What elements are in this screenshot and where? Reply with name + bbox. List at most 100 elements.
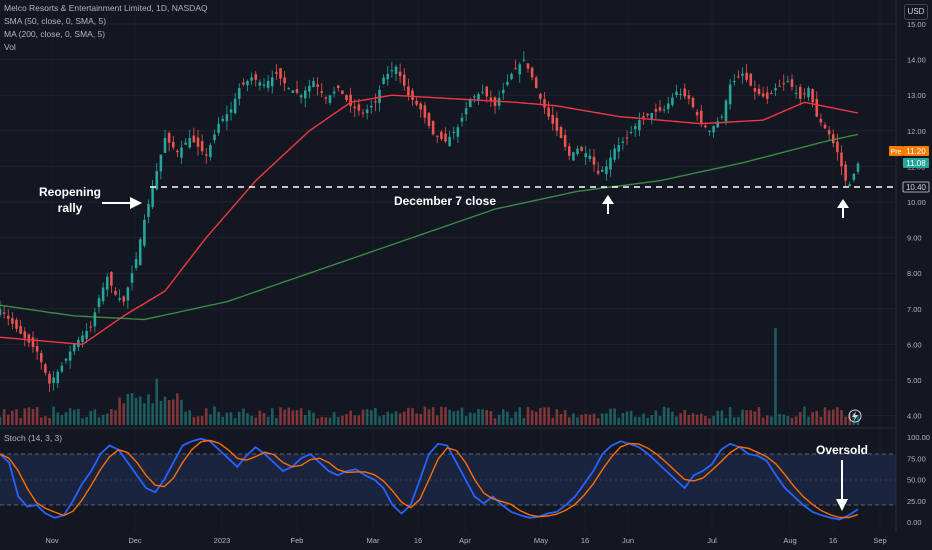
volume-bar: [444, 407, 447, 425]
volume-bar: [798, 412, 802, 425]
symbol-title[interactable]: Melco Resorts & Entertainment Limited, 1…: [4, 3, 208, 13]
candle-body: [72, 344, 76, 352]
candle-body: [456, 127, 460, 137]
candle-body: [209, 145, 212, 157]
volume-legend[interactable]: Vol: [4, 42, 16, 52]
volume-bar: [617, 417, 621, 425]
volume-bar: [526, 406, 530, 425]
candle-body: [468, 98, 472, 108]
candle-body: [745, 72, 748, 80]
candle-body: [584, 153, 588, 158]
candle-body: [600, 169, 604, 172]
volume-bar: [497, 414, 501, 425]
volume-bar: [402, 411, 406, 425]
volume-bar: [295, 410, 299, 425]
volume-bar: [687, 414, 691, 425]
candle-body: [852, 173, 856, 180]
price-tick-label: 15.00: [907, 20, 926, 29]
candle-body: [56, 371, 60, 384]
candle-body: [93, 312, 97, 327]
candle-body: [353, 106, 357, 109]
volume-bar: [452, 411, 456, 425]
volume-bar: [134, 397, 138, 425]
candle-body: [798, 86, 802, 99]
candle-body: [369, 105, 373, 108]
candle-body: [666, 103, 670, 109]
candle-body: [308, 85, 311, 92]
candle-body: [695, 111, 699, 116]
candle-body: [229, 109, 233, 113]
volume-bar: [2, 409, 6, 425]
candle-body: [6, 315, 10, 319]
stoch-legend[interactable]: Stoch (14, 3, 3): [4, 433, 63, 443]
candle-body: [365, 109, 369, 114]
candle-body: [526, 63, 530, 69]
candle-body: [741, 73, 744, 76]
candle-body: [761, 93, 765, 97]
candle-body: [551, 115, 555, 124]
volume-bar: [283, 409, 286, 425]
volume-bar: [341, 415, 344, 425]
oversold-label: Oversold: [816, 443, 868, 457]
candle-body: [39, 353, 43, 363]
volume-bar: [633, 416, 637, 425]
candle-body: [81, 335, 84, 343]
price-axis[interactable]: 15.0014.0013.0012.0011.0010.009.008.007.…: [907, 20, 926, 421]
volume-bar: [823, 407, 827, 425]
volume-bar: [588, 414, 592, 425]
candle-body: [295, 89, 299, 93]
volume-bar: [143, 403, 146, 425]
candle-body: [464, 108, 468, 115]
price-tick-label: 12.00: [907, 127, 926, 136]
volume-bar: [209, 414, 212, 425]
volume-bar: [435, 415, 439, 425]
candle-body: [89, 326, 93, 328]
volume-bar: [559, 414, 563, 425]
volume-bar: [650, 415, 654, 425]
volume-bar: [699, 413, 703, 425]
currency-button[interactable]: USD: [904, 4, 928, 20]
volume-bar: [609, 408, 612, 425]
volume-bar: [213, 406, 216, 425]
volume-bar: [171, 399, 175, 425]
candle-body: [171, 141, 175, 148]
stoch-tick-label: 100.00: [907, 433, 930, 442]
candle-body: [671, 97, 674, 105]
ma200-legend[interactable]: MA (200, close, 0, SMA, 5): [4, 29, 106, 39]
volume-bar: [584, 413, 588, 425]
volume-bar: [708, 418, 711, 425]
time-tick-label: Mar: [367, 536, 380, 545]
volume-bar: [312, 412, 315, 425]
candle-body: [134, 258, 138, 269]
volume-bar: [15, 409, 18, 425]
candle-body: [237, 88, 241, 99]
candle-body: [522, 59, 526, 61]
volume-bar: [510, 417, 513, 425]
volume-bar: [642, 413, 645, 425]
candle-body: [68, 351, 72, 361]
candle-body: [691, 97, 695, 108]
sma50-legend[interactable]: SMA (50, close, 0, SMA, 5): [4, 16, 107, 26]
candle-body: [196, 137, 200, 147]
sma50-line: [0, 94, 859, 346]
volume-bar: [600, 413, 604, 425]
pre-tag-bg: [889, 146, 903, 156]
candle-body: [52, 377, 55, 383]
volume-bar: [654, 410, 658, 425]
lightning-icon[interactable]: [848, 409, 862, 423]
candle-body: [11, 318, 14, 324]
candle-body: [815, 98, 819, 117]
volume-bar: [35, 406, 39, 425]
volume-bar: [93, 409, 97, 425]
candle-body: [402, 74, 406, 86]
price-tick-label: 6.00: [907, 340, 922, 349]
volume-bar: [778, 413, 781, 425]
candle-body: [147, 203, 150, 217]
time-axis[interactable]: Nov Dec 2023 Feb Mar 16 Apr May 16 Jun Jul Aug 16 Sep: [45, 536, 886, 545]
volume-bar: [374, 407, 377, 425]
volume-bar: [225, 412, 229, 425]
candle-body: [312, 80, 315, 87]
stoch-d-line: [0, 439, 859, 519]
candle-body: [200, 141, 204, 152]
